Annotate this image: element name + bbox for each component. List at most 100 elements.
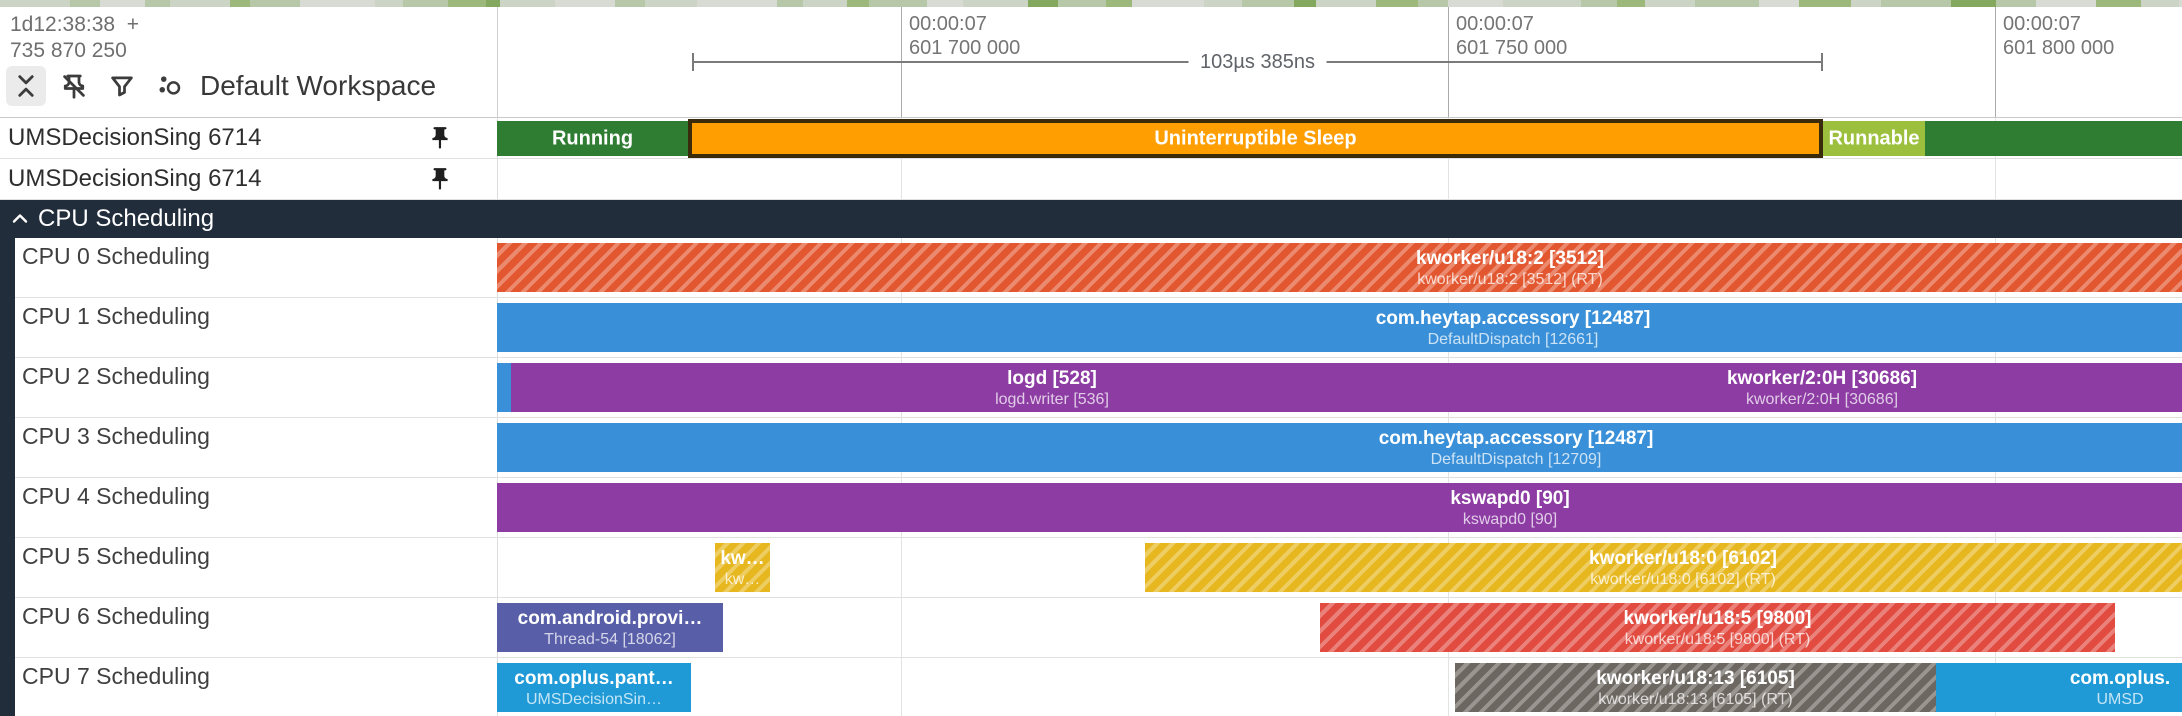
slice[interactable]: kworker/u18:0 [6102] kworker/u18:0 [6102]… [1145, 543, 2182, 592]
track-name-cell[interactable]: UMSDecisionSing 6714 [0, 118, 497, 158]
slice-label: com.android.provi… Thread-54 [18062] [517, 607, 703, 648]
track-canvas[interactable]: com.android.provi… Thread-54 [18062] kwork… [497, 598, 2182, 657]
slice-label: kswapd0 [90] kswapd0 [90] [1450, 487, 1570, 528]
slice-label: kw… kw… [720, 547, 765, 588]
minimap-segment [1242, 0, 1294, 7]
cursor-timestamp: 1d12:38:38 + 735 870 250 [10, 12, 139, 64]
track-name: UMSDecisionSing 6714 [8, 124, 262, 151]
track-name-cell[interactable]: CPU 2 Scheduling [0, 358, 497, 417]
slice[interactable]: com.heytap.accessory [12487] DefaultDispa… [497, 303, 2182, 352]
track-name: CPU 5 Scheduling [22, 543, 210, 569]
track-name-cell[interactable]: CPU 1 Scheduling [0, 298, 497, 357]
minimap-segment [615, 0, 645, 7]
slice[interactable]: com.oplus. UMSD [1936, 663, 2182, 712]
track-canvas[interactable]: com.oplus.pant… UMSDecisionSin… kworker/u1… [497, 658, 2182, 716]
minimap-segment [230, 0, 250, 7]
track-name-cell[interactable]: CPU 7 Scheduling [0, 658, 497, 716]
cpu-track-row: kswapd0 [90] kswapd0 [90] CPU 4 Scheduling [0, 478, 2182, 538]
pinned-track-row: UMSDecisionSing 6714 [0, 159, 2182, 200]
ruler-tick-label: 00:00:07 601 750 000 [1456, 13, 1568, 59]
track-canvas[interactable]: logd [528] logd.writer [536] kworker/2:0H … [497, 358, 2182, 417]
panel-divider [497, 7, 498, 117]
minimap-segment [145, 0, 170, 7]
track-name: CPU 2 Scheduling [22, 363, 210, 389]
slice-label: kworker/u18:5 [9800] kworker/u18:5 [9800]… [1623, 607, 1812, 648]
minimap-segment [1058, 0, 1106, 7]
trace-overview-minimap[interactable] [0, 0, 2182, 7]
measurement-label: 103µs 385ns [1188, 52, 1327, 72]
slice[interactable]: kworker/u18:13 [6105] kworker/u18:13 [610… [1455, 663, 1936, 712]
filter-icon[interactable] [102, 66, 142, 106]
minimap-segment [2141, 0, 2179, 7]
minimap-segment [170, 0, 230, 7]
slice-label: kworker/u18:13 [6105] kworker/u18:13 [610… [1596, 667, 1795, 708]
minimap-segment [1581, 0, 1617, 7]
track-name-cell[interactable]: UMSDecisionSing 6714 [0, 159, 497, 199]
slice[interactable]: kswapd0 [90] kswapd0 [90] [497, 483, 2182, 532]
group-indent-bar [0, 238, 15, 716]
track-canvas[interactable]: kw… kw… kworker/u18:0 [6102] kworker/u18:0 … [497, 538, 2182, 597]
slice[interactable]: kworker/u18:5 [9800] kworker/u18:5 [9800]… [1320, 603, 2115, 652]
track-name: CPU 3 Scheduling [22, 423, 210, 449]
workspace-label[interactable]: Default Workspace [200, 70, 437, 101]
slice[interactable]: com.heytap.accessory [12487] DefaultDispa… [497, 423, 2182, 472]
slice[interactable] [1925, 121, 2182, 156]
minimap-segment [1376, 0, 1418, 7]
slice[interactable] [497, 363, 511, 412]
minimap-segment [645, 0, 697, 7]
cpu-track-row: com.heytap.accessory [12487] DefaultDispa… [0, 298, 2182, 358]
cpu-track-row: com.oplus.pant… UMSDecisionSin… kworker/u1… [0, 658, 2182, 716]
minimap-segment [1695, 0, 1759, 7]
track-canvas[interactable]: kswapd0 [90] kswapd0 [90] [497, 478, 2182, 537]
track-name-cell[interactable]: CPU 5 Scheduling [0, 538, 497, 597]
minimap-segment [2036, 0, 2096, 7]
minimap-segment [1294, 0, 1316, 7]
track-name: UMSDecisionSing 6714 [8, 165, 262, 192]
cpu-tracks: kworker/u18:2 [3512] kworker/u18:2 [3512]… [0, 238, 2182, 716]
slice[interactable]: logd [528] logd.writer [536] [510, 363, 1448, 412]
minimap-segment [697, 0, 777, 7]
minimap-segment [375, 0, 403, 7]
slice-label: com.heytap.accessory [12487] DefaultDispa… [1378, 427, 1654, 468]
workspace-icon[interactable] [150, 66, 190, 106]
track-name-cell[interactable]: CPU 3 Scheduling [0, 418, 497, 477]
slice[interactable]: Runnable [1823, 121, 1925, 156]
minimap-segment [1851, 0, 1881, 7]
minimap-segment [803, 0, 847, 7]
ruler-tick-label: 00:00:07 601 800 000 [2003, 13, 2115, 59]
selection-measurement: 103µs 385ns [692, 52, 1823, 72]
slice[interactable]: Running [497, 121, 688, 156]
unpin-all-icon[interactable] [54, 66, 94, 106]
slice[interactable]: kw… kw… [715, 543, 770, 592]
minimap-segment [403, 0, 448, 7]
timeline-header: 1d12:38:38 + 735 870 250 Default Workspac… [0, 7, 2182, 118]
slice-selected[interactable]: Uninterruptible Sleep [688, 119, 1823, 158]
minimap-segment [1028, 0, 1058, 7]
track-canvas[interactable]: Running Uninterruptible Sleep Runnable [497, 118, 2182, 158]
track-canvas[interactable]: com.heytap.accessory [12487] DefaultDispa… [497, 298, 2182, 357]
collapse-all-icon[interactable] [6, 66, 46, 106]
track-name: CPU 0 Scheduling [22, 243, 210, 269]
track-name-cell[interactable]: CPU 6 Scheduling [0, 598, 497, 657]
slice[interactable]: com.android.provi… Thread-54 [18062] [497, 603, 723, 652]
slice[interactable]: kworker/u18:2 [3512] kworker/u18:2 [3512]… [497, 243, 2182, 292]
track-name-cell[interactable]: CPU 4 Scheduling [0, 478, 497, 537]
cpu-scheduling-group-header[interactable]: CPU Scheduling [0, 200, 2182, 238]
track-canvas[interactable]: kworker/u18:2 [3512] kworker/u18:2 [3512]… [497, 238, 2182, 297]
track-name-cell[interactable]: CPU 0 Scheduling [0, 238, 497, 297]
pin-icon[interactable] [425, 123, 455, 153]
slice[interactable]: kworker/2:0H [30686] kworker/2:0H [30686] [1448, 363, 2182, 412]
minimap-segment [1106, 0, 1132, 7]
track-canvas[interactable]: com.heytap.accessory [12487] DefaultDispa… [497, 418, 2182, 477]
minimap-segment [1503, 0, 1581, 7]
track-canvas[interactable] [497, 159, 2182, 199]
minimap-segment [1448, 0, 1503, 7]
slice-label: com.oplus.pant… UMSDecisionSin… [514, 667, 674, 708]
workspace-toolbar: Default Workspace [6, 63, 436, 109]
slice-label: Runnable [1828, 127, 1920, 149]
minimap-segment [963, 0, 1028, 7]
cpu-track-row: kworker/u18:2 [3512] kworker/u18:2 [3512]… [0, 238, 2182, 298]
slice[interactable]: com.oplus.pant… UMSDecisionSin… [497, 663, 691, 712]
minimap-segment [2096, 0, 2141, 7]
pin-icon[interactable] [425, 164, 455, 194]
